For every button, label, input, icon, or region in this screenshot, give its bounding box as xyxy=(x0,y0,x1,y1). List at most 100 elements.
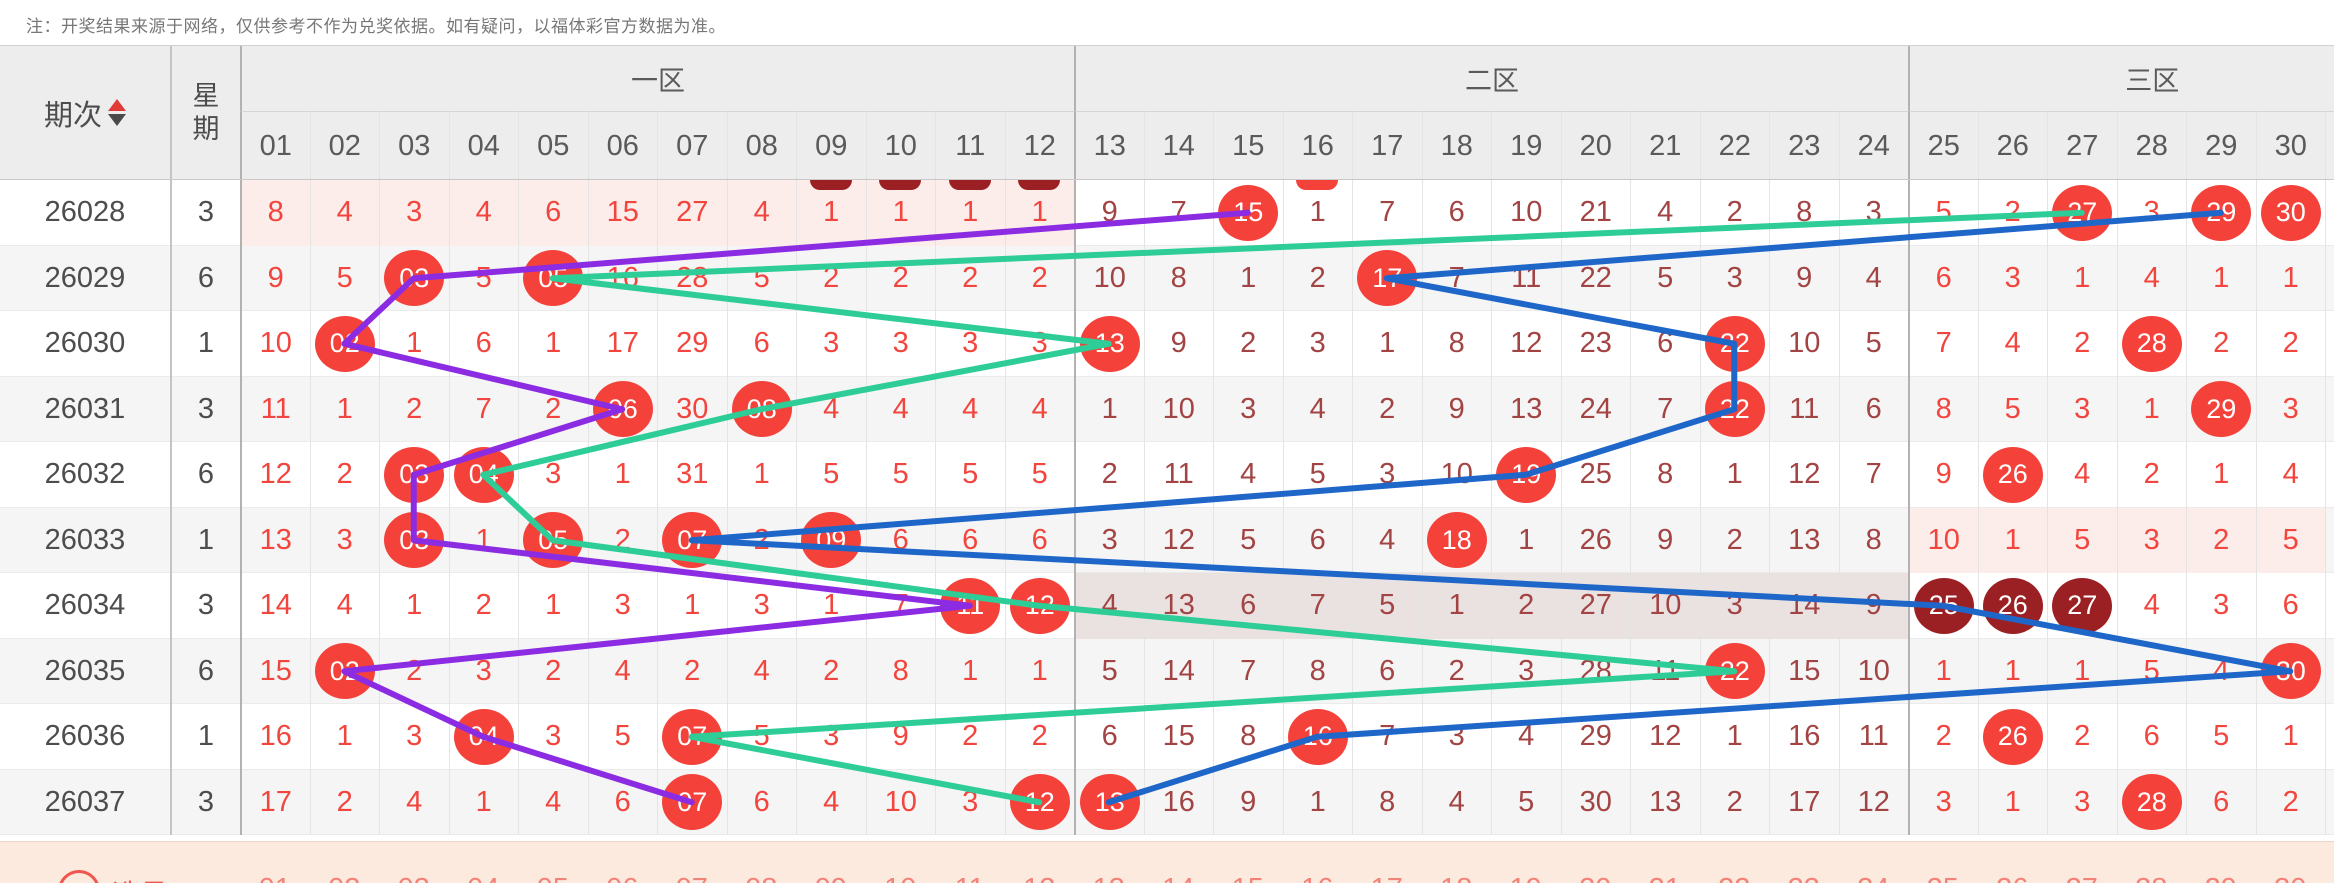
pick-number-05[interactable]: 05 xyxy=(518,871,588,883)
drawn-ball-07: 07 xyxy=(662,774,723,831)
miss-count: 6 xyxy=(1379,654,1396,687)
miss-count: 3 xyxy=(823,720,840,753)
pick-number-30[interactable]: 30 xyxy=(2256,871,2326,883)
pick-number-23[interactable]: 23 xyxy=(1769,871,1839,883)
sort-arrows[interactable] xyxy=(108,99,126,126)
week-cell: 6 xyxy=(170,442,240,508)
miss-count: 1 xyxy=(475,785,492,818)
number-cell-20: 21 xyxy=(1560,180,1631,246)
number-cell-17: 6 xyxy=(1352,638,1422,704)
number-cell-10: 8 xyxy=(865,638,936,704)
pick-number-27[interactable]: 27 xyxy=(2047,871,2117,883)
miss-count: 4 xyxy=(753,196,770,229)
pick-number-26[interactable]: 26 xyxy=(1978,871,2048,883)
pick-number-17[interactable]: 17 xyxy=(1352,871,1422,883)
number-cell-22: 2 xyxy=(1699,769,1770,835)
pick-number-03[interactable]: 03 xyxy=(379,871,449,883)
miss-count: 1 xyxy=(2074,654,2091,687)
pick-number-09[interactable]: 09 xyxy=(796,871,866,883)
pick-number-15[interactable]: 15 xyxy=(1213,871,1283,883)
pick-number-01[interactable]: 01 xyxy=(240,871,310,883)
number-cell-12: 4 xyxy=(1004,376,1075,442)
sort-desc-icon[interactable] xyxy=(108,114,126,126)
pick-number-19[interactable]: 19 xyxy=(1491,871,1561,883)
pick-number-13[interactable]: 13 xyxy=(1074,871,1144,883)
col-header-label: 17 xyxy=(1371,129,1404,162)
pick-number-12[interactable]: 12 xyxy=(1005,871,1075,883)
miss-count: 6 xyxy=(475,327,492,360)
pick-circle-icon[interactable] xyxy=(58,870,100,883)
pick-number-04[interactable]: 04 xyxy=(449,871,519,883)
number-cell-01: 15 xyxy=(240,638,310,704)
col-header-label: 15 xyxy=(1232,129,1265,162)
number-cell-18: 9 xyxy=(1421,376,1492,442)
pick-number-02[interactable]: 02 xyxy=(310,871,380,883)
partial-ball-10 xyxy=(879,180,922,190)
col-header-26: 26 xyxy=(1977,111,2047,180)
miss-count: 30 xyxy=(1579,785,1612,818)
miss-count: 11 xyxy=(1650,654,1681,687)
number-cell-07: 07 xyxy=(657,769,727,835)
miss-count: 11 xyxy=(260,392,291,425)
miss-count: 2 xyxy=(1726,523,1743,556)
pick-number-14[interactable]: 14 xyxy=(1144,871,1214,883)
miss-count: 4 xyxy=(753,654,770,687)
miss-count: 1 xyxy=(336,720,353,753)
number-cell-30: 1 xyxy=(2255,704,2326,770)
number-cell-11: 2 xyxy=(935,245,1005,311)
pick-number-10[interactable]: 10 xyxy=(866,871,936,883)
number-cell-16: 8 xyxy=(1282,638,1353,704)
number-cell-08: 08 xyxy=(726,376,797,442)
number-cell-10: 4 xyxy=(865,376,936,442)
pick-number-11[interactable]: 11 xyxy=(935,871,1005,883)
period-sort-header[interactable]: 期次 xyxy=(0,45,170,180)
number-cell-19: 5 xyxy=(1491,769,1561,835)
pick-number-06[interactable]: 06 xyxy=(588,871,658,883)
drawn-ball-09: 09 xyxy=(801,512,862,569)
edge-cell xyxy=(2325,638,2334,704)
number-cell-20: 30 xyxy=(1560,769,1631,835)
miss-count: 5 xyxy=(753,720,770,753)
miss-count: 1 xyxy=(823,589,840,622)
miss-count: 1 xyxy=(1309,196,1326,229)
pick-number-22[interactable]: 22 xyxy=(1700,871,1770,883)
pick-number-24[interactable]: 24 xyxy=(1839,871,1909,883)
miss-count: 15 xyxy=(259,654,292,687)
number-cell-09: 2 xyxy=(796,245,866,311)
partial-ball-09 xyxy=(809,180,852,190)
table-row: 26033 1 13 3 03 1 05 2 07 2 09 6 6 6 3 12 5 6 4 18 1 26 9 2 13 8 1… xyxy=(0,507,2334,573)
number-cell-28: 1 xyxy=(2116,376,2187,442)
col-header-12: 12 xyxy=(1004,111,1074,180)
pick-number-21[interactable]: 21 xyxy=(1630,871,1700,883)
number-cell-26: 1 xyxy=(1977,507,2047,573)
pick-number-29[interactable]: 29 xyxy=(2186,871,2256,883)
pick-number-20[interactable]: 20 xyxy=(1561,871,1631,883)
col-header-label: 21 xyxy=(1649,129,1682,162)
pick-number-18[interactable]: 18 xyxy=(1422,871,1492,883)
miss-count: 2 xyxy=(962,720,979,753)
pick-number-28[interactable]: 28 xyxy=(2117,871,2187,883)
number-cell-06: 4 xyxy=(587,638,658,704)
number-cell-04: 04 xyxy=(448,442,519,508)
number-cell-14: 12 xyxy=(1143,507,1214,573)
number-cell-17: 1 xyxy=(1352,311,1422,377)
number-cell-25: 6 xyxy=(1908,245,1978,311)
col-header-04: 04 xyxy=(448,111,518,180)
miss-count: 3 xyxy=(2282,392,2299,425)
number-cell-10: 5 xyxy=(865,442,936,508)
number-cell-22: 22 xyxy=(1699,311,1770,377)
number-cell-25: 1 xyxy=(1908,638,1978,704)
miss-count: 8 xyxy=(1170,261,1187,294)
miss-count: 5 xyxy=(2004,392,2021,425)
miss-count: 5 xyxy=(1865,327,1882,360)
miss-count: 2 xyxy=(1031,720,1048,753)
pick-number-07[interactable]: 07 xyxy=(657,871,727,883)
pick-number-16[interactable]: 16 xyxy=(1283,871,1353,883)
number-cell-17: 7 xyxy=(1352,704,1422,770)
pick-number-25[interactable]: 25 xyxy=(1908,871,1978,883)
miss-count: 4 xyxy=(1379,523,1396,556)
number-cell-09: 4 xyxy=(796,769,866,835)
pick-number-08[interactable]: 08 xyxy=(727,871,797,883)
sort-asc-icon[interactable] xyxy=(108,99,126,111)
miss-count: 2 xyxy=(1101,458,1118,491)
